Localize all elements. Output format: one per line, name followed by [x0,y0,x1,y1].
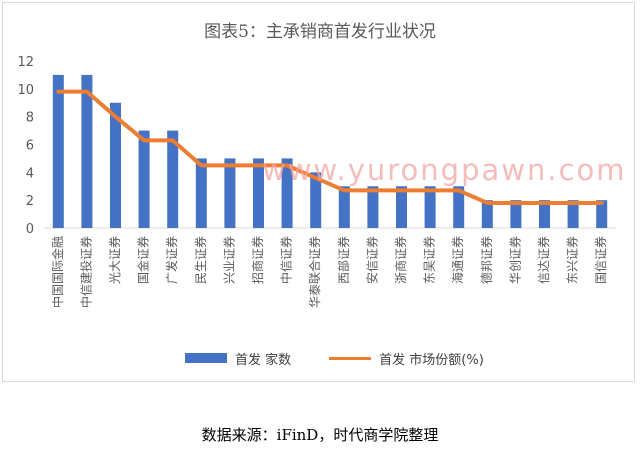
bar [110,102,121,228]
legend-label-line: 首发 市场份额(%) [379,352,484,368]
bar [567,200,579,228]
x-tick-label: 中信建投证券 [78,236,93,308]
bar [253,158,264,228]
x-tick-label: 兴业证券 [221,236,236,284]
legend-label-bars: 首发 家数 [235,352,292,368]
bar [310,172,322,228]
bar [453,186,465,228]
series-line [56,89,604,205]
x-tick-label: 招商证券 [250,236,265,284]
source-note: 数据来源：iFinD，时代商学院整理 [201,426,439,444]
bar [138,130,150,228]
bar [195,158,207,228]
bar [338,186,350,228]
chart-title: 图表5：主承销商首发行业状况 [204,22,436,42]
x-tick-label: 浙商证券 [393,236,408,284]
x-tick-label: 华创证券 [507,236,522,284]
x-tick-label: 光大证券 [107,236,122,284]
bar [510,200,522,228]
x-tick-label: 安信证券 [364,236,379,284]
legend-swatch-line [329,356,372,360]
x-tick-label: 国金证券 [136,236,151,284]
bar [367,186,379,228]
x-tick-label: 德邦证券 [479,236,494,284]
x-tick-label: 民生证券 [193,236,208,284]
y-tick-label: 12 [17,55,34,70]
x-tick-label: 华泰联合证券 [307,236,322,308]
bar [281,158,293,228]
bar [596,200,608,228]
bar [52,74,64,229]
y-tick-label: 4 [26,166,34,181]
x-tick-label: 西部证券 [336,236,351,284]
x-tick-label: 东吴证券 [422,236,437,284]
y-tick-label: 6 [26,139,34,154]
x-tick-label: 东兴证券 [565,236,580,284]
legend-item-bars: 首发 家数 [185,349,291,368]
x-tick-label: 中信证券 [279,236,294,284]
bar [167,130,179,228]
x-tick-label: 国信证券 [593,236,608,284]
bar [424,186,436,228]
x-tick-label: 中国国际金融 [50,236,65,308]
bar [481,200,493,228]
bar [539,200,550,228]
legend: 首发 家数 首发 市场份额(%) [185,348,522,368]
bar [396,186,407,228]
legend-swatch-bars [185,353,227,363]
watermark: www.yurongpawn.com [262,153,627,187]
legend-item-line: 首发 市场份额(%) [329,349,484,368]
bar [81,74,93,229]
y-tick-label: 2 [26,194,34,209]
y-tick-label: 10 [17,83,34,98]
x-tick-label: 信达证券 [536,236,551,284]
y-tick-label: 0 [26,222,34,237]
bar [224,158,236,228]
x-tick-label: 海通证券 [450,236,465,284]
y-tick-label: 8 [26,111,34,126]
x-tick-label: 广发证券 [164,236,179,284]
